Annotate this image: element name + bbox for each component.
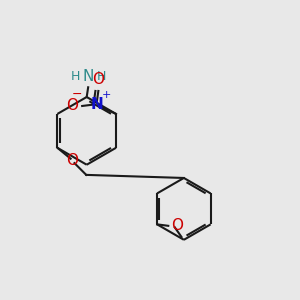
- Text: −: −: [72, 88, 83, 101]
- Text: +: +: [102, 90, 112, 100]
- Text: H: H: [70, 70, 80, 83]
- Text: O: O: [66, 153, 78, 168]
- Text: O: O: [67, 98, 79, 113]
- Text: O: O: [92, 72, 104, 87]
- Text: H: H: [96, 70, 106, 83]
- Text: N: N: [91, 97, 103, 112]
- Text: N: N: [82, 69, 94, 84]
- Text: O: O: [171, 218, 183, 233]
